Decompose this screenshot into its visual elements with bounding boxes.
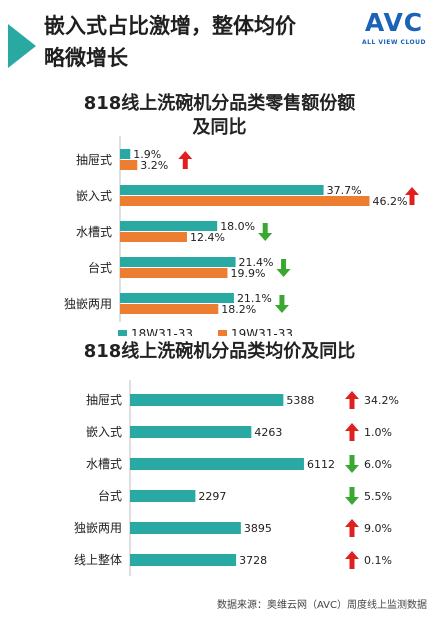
change-up-arrow-icon [345,423,359,441]
chart2-bar [130,490,196,502]
chart1-value-label: 46.2% [372,195,407,208]
logo-subtitle: ALL VIEW CLOUD [361,39,427,46]
chart2-category-label: 水槽式 [86,457,122,471]
page-title: 嵌入式占比激增，整体均价 略微增长 [44,10,344,74]
chart2-category-label: 线上整体 [74,552,122,567]
chart2-category-label: 嵌入式 [86,425,122,439]
chart2-change-label: 9.0% [364,522,392,535]
logo-text: AVC [364,8,424,37]
chart2-change-label: 6.0% [364,458,392,471]
chart1-legend-swatch [218,330,227,336]
chart1-bar [120,293,234,303]
chart1-value-label: 18.2% [221,303,256,316]
chart1-bar [120,185,324,195]
chart2-value-label: 2297 [198,490,226,503]
source-note: 数据来源：奥维云网（AVC）周度线上监测数据 [216,600,427,611]
chart1-bar [120,232,187,242]
trend-up-arrow-icon [405,187,419,205]
chart2-title: 818线上洗碗机分品类均价及同比 [83,341,356,362]
change-up-arrow-icon [345,391,359,409]
chart1-category-label: 独嵌两用 [64,297,112,311]
change-up-arrow-icon [345,519,359,537]
chart1-category-label: 水槽式 [76,225,112,239]
chart1-value-label: 3.2% [140,159,168,172]
chart2-category-label: 独嵌两用 [74,521,122,535]
chart1-bar [120,221,218,231]
avc-logo: AVC ALL VIEW CLOUD [356,8,432,54]
chart1-legend-label: 19W31-33 [231,327,293,336]
trend-down-arrow-icon [274,295,289,313]
trend-down-arrow-icon [276,259,291,277]
chart2-value-label: 3895 [244,522,272,535]
chart2-bar [130,458,304,470]
chart1-title-line2: 及同比 [192,117,247,138]
chart2-bar [130,522,241,534]
trend-up-arrow-icon [178,151,193,169]
chart2-value-label: 4263 [254,426,282,439]
chart1-legend-label: 18W31-33 [131,327,193,336]
chart1-bar [120,257,236,267]
price-bar-chart: 抽屉式 5388 34.2% 嵌入式 4263 1.0% 水槽式 6112 6.0% 台式 2297… [74,380,399,576]
chart2-category-label: 台式 [98,488,122,503]
chart1-value-label: 12.4% [190,231,225,244]
chart1-title: 818线上洗碗机分品类零售额份额 及同比 [0,92,439,140]
chart1-bar [120,304,219,314]
chart1-bar [120,149,131,159]
chart1-bar [120,196,370,206]
page-title-line1: 嵌入式占比激增，整体均价 [44,14,296,38]
change-up-arrow-icon [345,551,359,569]
chart2-change-label: 0.1% [364,554,392,567]
chart1-value-label: 1.9% [133,148,161,161]
chart1-legend-swatch [118,330,127,336]
chart2-bar [130,554,237,566]
chart1-category-label: 嵌入式 [76,189,112,203]
share-bar-chart: 抽屉式 1.9%3.2% 嵌入式 37.7% 46.2% 水槽式 18.0%12.4% 台式 2… [64,136,419,336]
chart2-value-label: 3728 [239,554,267,567]
chart2-value-label: 6112 [307,458,335,471]
chart1-category-label: 抽屉式 [76,153,112,167]
chart1-value-label: 37.7% [327,184,362,197]
chart1-value-label: 18.0% [220,220,255,233]
change-down-arrow-icon [345,455,359,473]
chart2-bar [130,394,284,406]
chart1-bar [120,268,228,278]
chart2-change-label: 1.0% [364,426,392,439]
chart1-bar [120,160,138,170]
chart2-value-label: 5388 [286,394,314,407]
chart1-title-line1: 818线上洗碗机分品类零售额份额 [83,93,356,114]
change-down-arrow-icon [345,487,359,505]
chart1-value-label: 21.1% [237,292,272,305]
page-title-line2: 略微增长 [44,46,128,70]
chart2-change-label: 5.5% [364,490,392,503]
chart1-category-label: 台式 [88,260,112,275]
chart2-bar [130,426,252,438]
trend-down-arrow-icon [258,223,273,241]
chart1-value-label: 21.4% [239,256,274,269]
chart1-value-label: 19.9% [230,267,265,280]
header-triangle-icon [8,24,36,68]
chart2-change-label: 34.2% [364,394,399,407]
chart2-category-label: 抽屉式 [86,393,122,407]
